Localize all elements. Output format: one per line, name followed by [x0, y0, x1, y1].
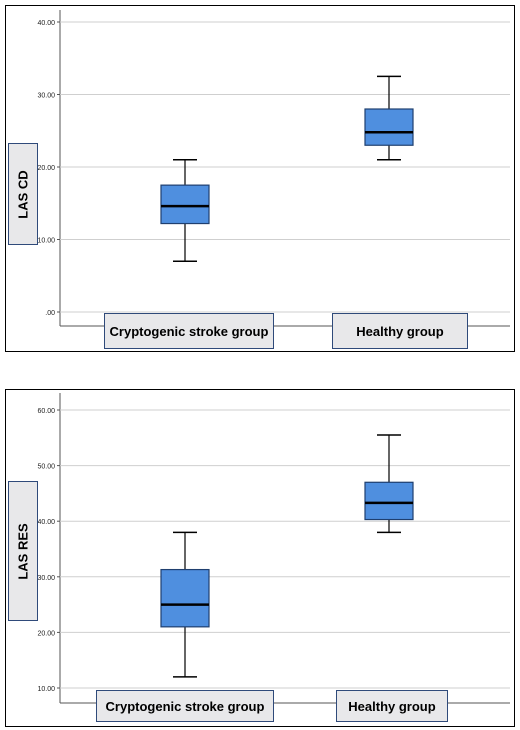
y-tick-label: 50.00	[37, 464, 55, 471]
box-plot-cryptogenic	[160, 531, 210, 678]
chart-frame	[5, 389, 515, 727]
y-tick-label: 40.00	[37, 20, 55, 27]
category-label-healthy: Healthy group	[332, 313, 468, 349]
chart-panel-las-res: 10.00 20.00 30.00 40.00 50.00 60.00 LAS RES C…	[0, 385, 520, 730]
y-tick-label: .00	[45, 310, 55, 317]
iqr-box	[160, 184, 210, 225]
iqr-box	[364, 481, 414, 521]
y-tick-label: 40.00	[37, 519, 55, 526]
category-label-cryptogenic: Cryptogenic stroke group	[96, 690, 274, 722]
iqr-box	[364, 108, 414, 146]
chart-las-cd: .00 10.00 20.00 30.00 40.00	[37, 10, 510, 327]
chart-las-res: 10.00 20.00 30.00 40.00 50.00 60.00	[37, 393, 510, 704]
y-tick-label: 60.00	[37, 408, 55, 415]
box-plot-cryptogenic	[160, 159, 210, 262]
y-tick-label: 30.00	[37, 575, 55, 582]
y-tick-label: 10.00	[37, 238, 55, 245]
box-plot-healthy	[364, 434, 414, 534]
category-label-cryptogenic: Cryptogenic stroke group	[104, 313, 274, 349]
y-tick-label: 10.00	[37, 686, 55, 693]
y-axis-label: LAS RES	[15, 522, 31, 580]
y-axis-label: LAS CD	[15, 169, 31, 219]
iqr-box	[160, 568, 210, 628]
chart-panel-las-cd: .00 10.00 20.00 30.00 40.00 LAS CD Cryptogen…	[0, 0, 520, 355]
category-label-healthy: Healthy group	[336, 690, 448, 722]
chart-frame	[5, 5, 515, 352]
y-tick-label: 30.00	[37, 93, 55, 100]
y-tick-label: 20.00	[37, 630, 55, 637]
y-tick-label: 20.00	[37, 165, 55, 172]
y-axis-label-box: LAS CD	[8, 143, 38, 245]
box-plot-healthy	[364, 75, 414, 161]
y-axis-label-box: LAS RES	[8, 481, 38, 621]
